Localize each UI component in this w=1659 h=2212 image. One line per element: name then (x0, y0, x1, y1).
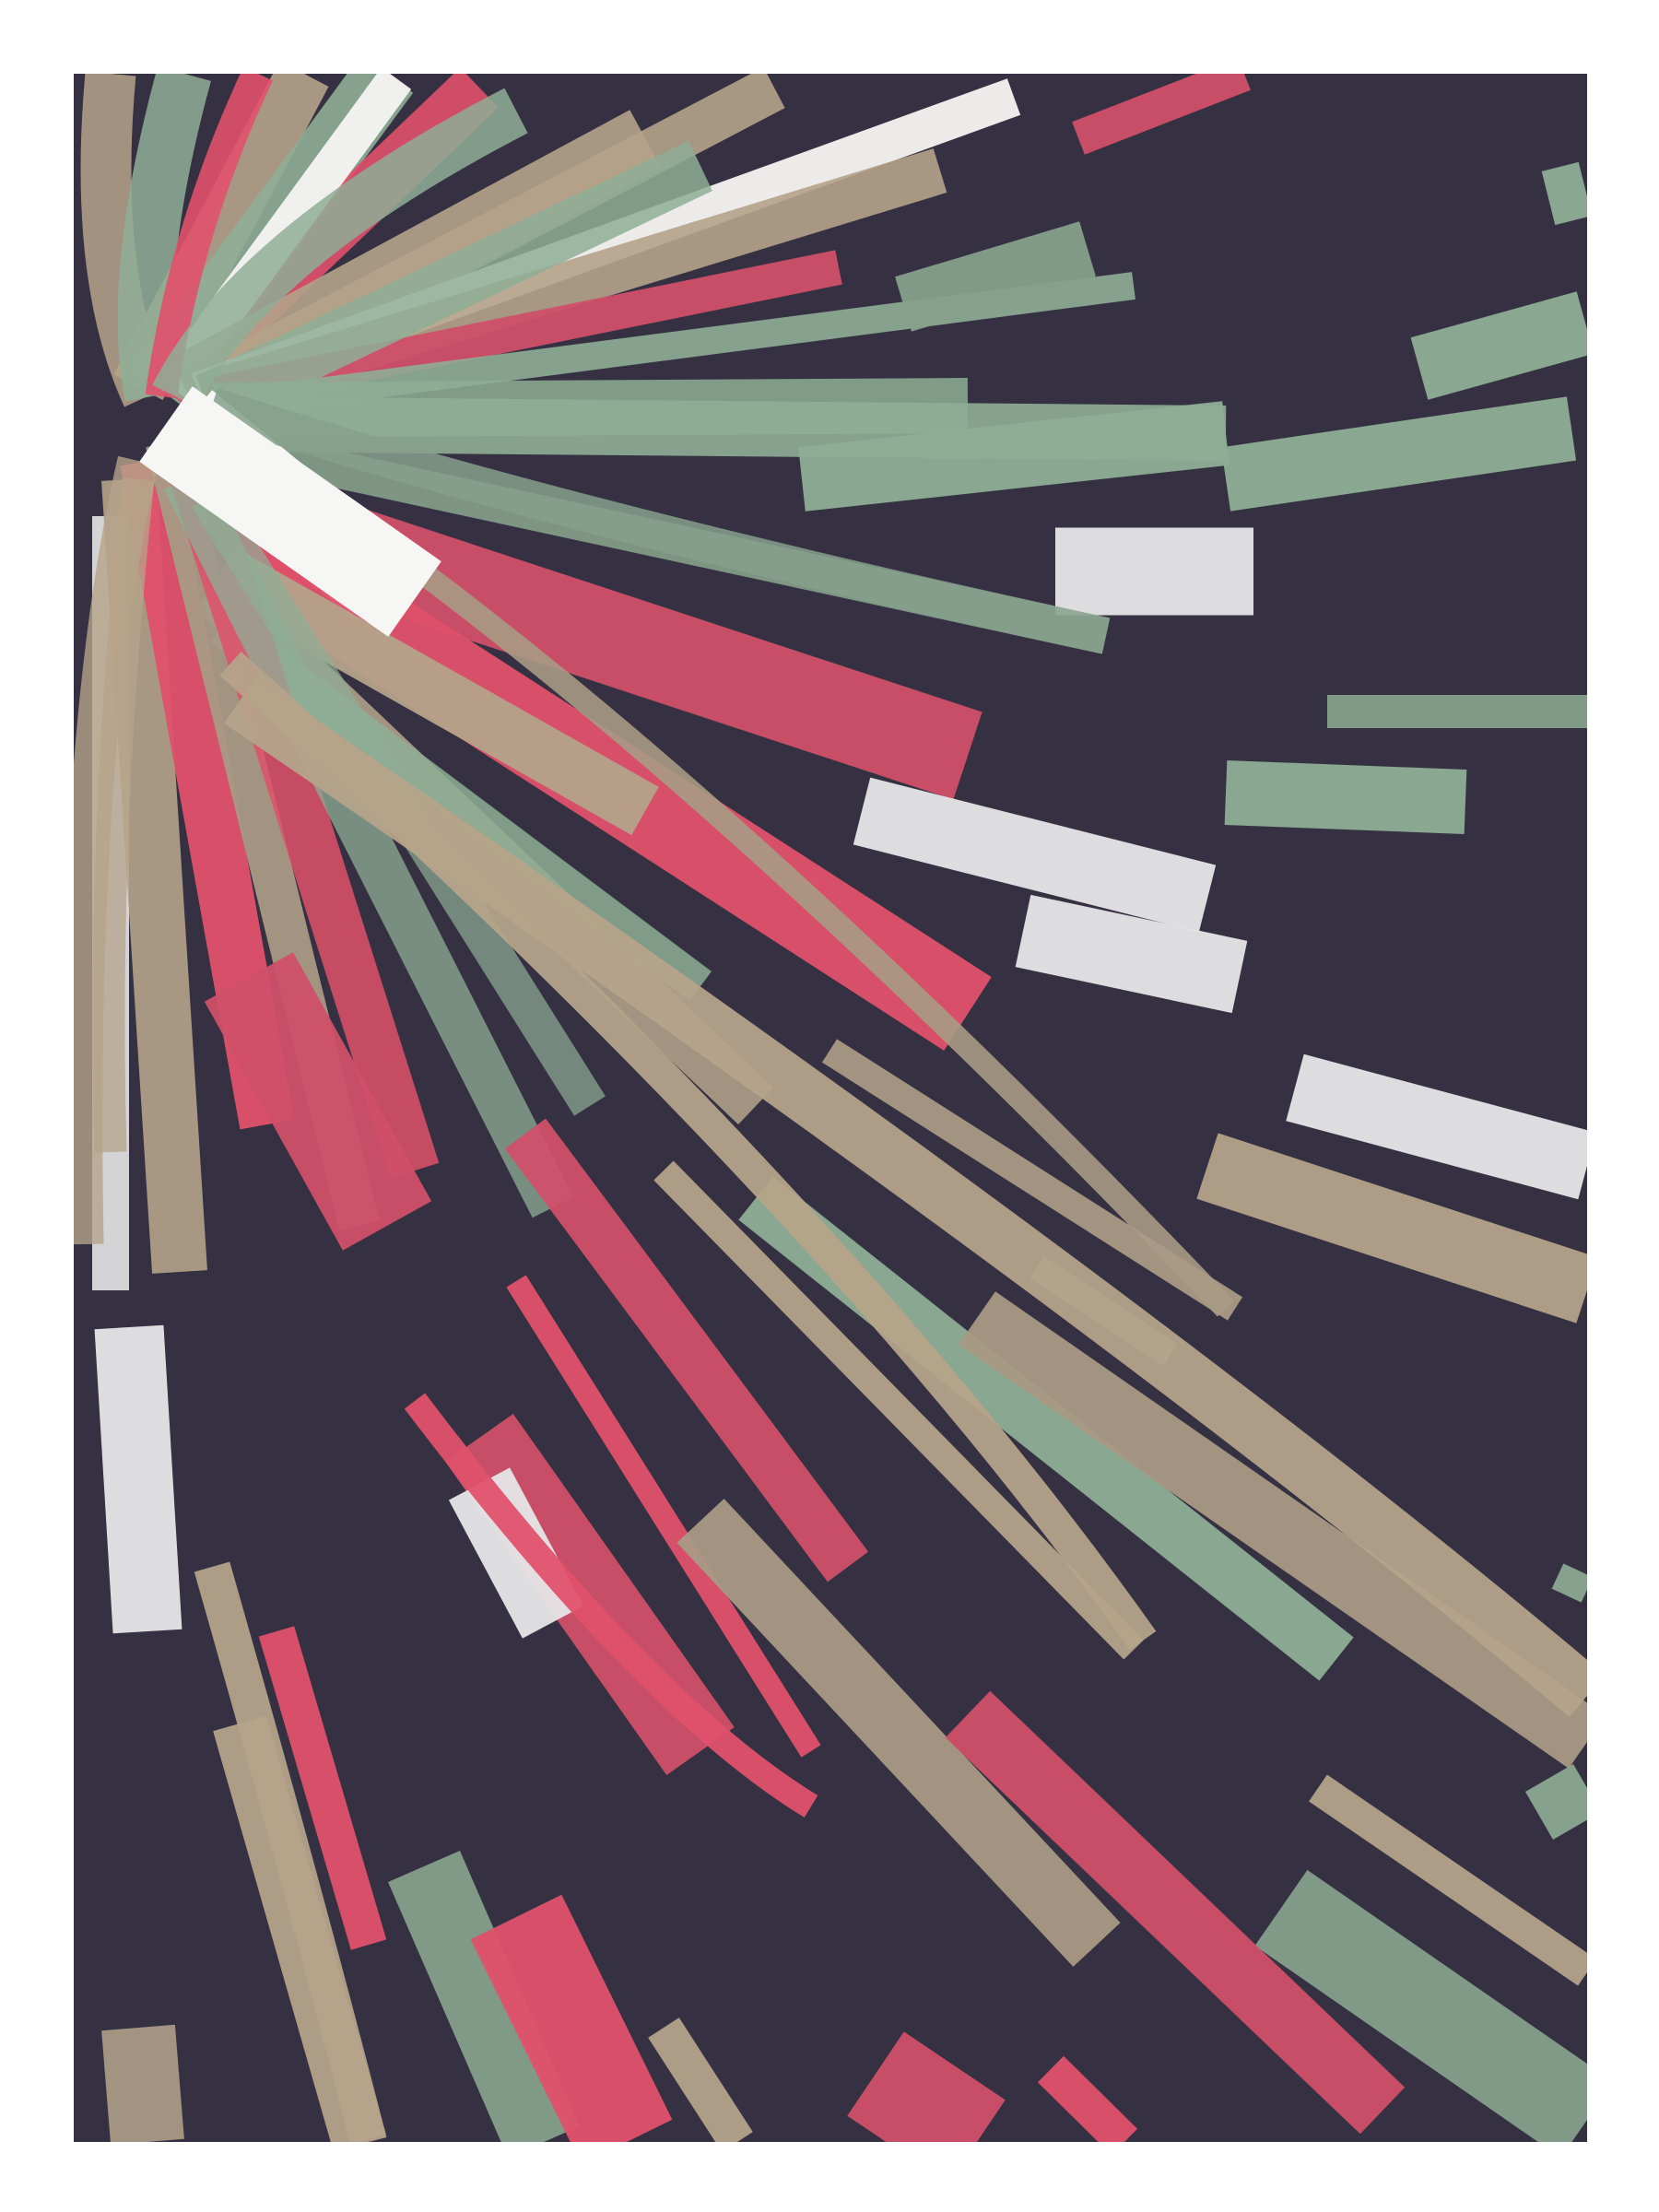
curved-stripe-2 (145, 74, 273, 399)
stripe-43 (1551, 1563, 1587, 1603)
stripe-10 (195, 140, 712, 427)
curved-stripe-1 (117, 74, 211, 402)
burst-hub (139, 386, 441, 637)
stripe-50 (504, 1118, 869, 1583)
curved-stripe-8 (404, 1393, 818, 1818)
stripe-57 (258, 1626, 387, 1950)
curved-stripe-7 (224, 677, 1587, 1717)
stripe-60 (470, 1894, 673, 2142)
stripe-64 (101, 2024, 184, 2142)
stripe-51 (506, 1275, 821, 1758)
stripe-group (74, 74, 1587, 2142)
stripe-56 (94, 1324, 182, 1634)
stripe-31 (1410, 291, 1587, 400)
stripe-33 (798, 401, 1230, 512)
curved-stripe-4 (206, 387, 1111, 654)
stripe-44 (1525, 1764, 1587, 1840)
stripe-39 (1015, 894, 1248, 1014)
stripe-53 (677, 1499, 1121, 1967)
stripe-27 (163, 468, 574, 1218)
curved-stripe-9 (194, 1561, 387, 2142)
stripe-37 (1224, 760, 1467, 834)
stripe-62 (847, 2031, 1006, 2142)
stripe-45 (1254, 1869, 1587, 2142)
stripe-40 (1286, 1053, 1587, 1200)
stripe-38 (853, 777, 1217, 933)
stripe-59 (388, 1851, 580, 2142)
stripe-30 (895, 221, 1096, 332)
stripe-34 (1220, 396, 1577, 512)
stripe-29 (204, 952, 432, 1251)
curved-stripe-3 (152, 88, 528, 408)
stripe-63 (1037, 2055, 1138, 2142)
stripe-32 (1541, 161, 1587, 226)
curved-stripe-11 (92, 477, 155, 1153)
stripe-46 (1309, 1774, 1587, 1986)
stripe-61 (648, 2018, 753, 2142)
stripe-49 (653, 1160, 1144, 1660)
stripe-41 (1196, 1133, 1587, 1324)
stripe-54 (945, 1690, 1406, 2135)
stripe-48 (959, 1291, 1587, 1769)
stripe-9 (1072, 74, 1251, 155)
stripe-21 (821, 1039, 1243, 1321)
